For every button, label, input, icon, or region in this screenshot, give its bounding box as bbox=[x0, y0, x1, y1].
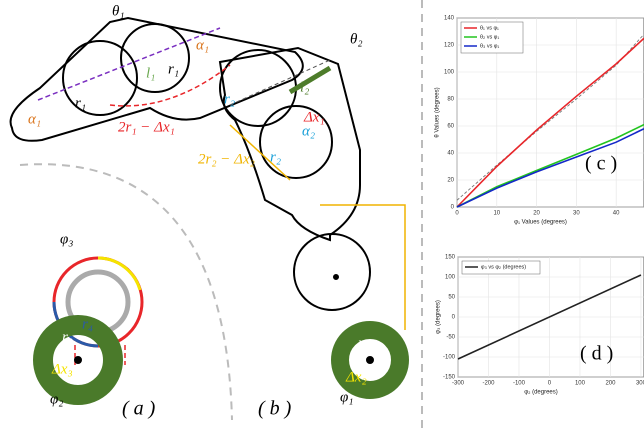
x-tick-label: 0 bbox=[455, 211, 459, 217]
x-tick-label: 40 bbox=[613, 211, 620, 217]
y-tick-label: 40 bbox=[447, 151, 454, 157]
figure: θ₁ α₁ α₁ r₁ r₁ l₁ 2r₁ − Δx₁ Δx₁ θ₂ r₂ r₂… bbox=[0, 0, 644, 428]
panel-label: ( a ) bbox=[122, 398, 156, 420]
panel-label: ( b ) bbox=[258, 398, 292, 420]
charts: 0 20 40 60 80 100 120 140 0 10 20 30 40 φ₁ Values (de… bbox=[435, 16, 644, 396]
label: α₁ bbox=[28, 111, 41, 127]
label: 2r₁ − Δx₁ bbox=[118, 119, 175, 135]
x-tick-label: 200 bbox=[605, 381, 616, 387]
y-tick-label: 100 bbox=[445, 275, 456, 281]
label: α₁ bbox=[196, 37, 209, 53]
x-axis-label: φ₁ Values (degrees) bbox=[514, 220, 567, 226]
x-tick-label: 30 bbox=[573, 211, 580, 217]
y-tick-label: 20 bbox=[447, 178, 454, 184]
y-tick-label: -100 bbox=[443, 355, 456, 361]
joint bbox=[294, 234, 370, 310]
x-tick-label: -300 bbox=[452, 381, 465, 387]
y-tick-label: 0 bbox=[452, 315, 456, 321]
label: r₁ bbox=[75, 95, 86, 111]
label: r₃ bbox=[358, 335, 369, 351]
y-tick-label: 60 bbox=[447, 124, 454, 130]
x-tick-label: 100 bbox=[575, 381, 586, 387]
y-tick-label: 120 bbox=[444, 43, 455, 49]
x-tick-label: 10 bbox=[493, 211, 500, 217]
label: l₂ bbox=[300, 79, 309, 95]
pivot bbox=[334, 275, 338, 279]
label: r₃ bbox=[62, 329, 73, 345]
x-tick-label: 0 bbox=[548, 381, 552, 387]
legend-label: φ₃ vs φ₂ (degrees) bbox=[481, 264, 526, 270]
y-tick-label: 140 bbox=[444, 16, 455, 22]
y-tick-label: 150 bbox=[445, 255, 456, 261]
label: r₁ bbox=[168, 61, 179, 77]
panel-label: ( d ) bbox=[580, 343, 613, 365]
motor-axis bbox=[367, 357, 373, 363]
legend-label: θ₁ vs φ₁ bbox=[480, 25, 499, 31]
x-tick-label: 300 bbox=[636, 381, 644, 387]
label: Δx₂ bbox=[345, 369, 367, 385]
y-tick-label: 80 bbox=[447, 97, 454, 103]
x-tick-label: -200 bbox=[482, 381, 495, 387]
y-axis-label: φ₃ (degrees) bbox=[436, 300, 442, 334]
y-tick-label: 50 bbox=[448, 295, 455, 301]
label: φ₁ bbox=[340, 389, 354, 405]
joint bbox=[220, 50, 296, 126]
axis-line bbox=[230, 60, 330, 105]
label: l₁ bbox=[146, 65, 155, 81]
x-tick-label: 20 bbox=[533, 211, 540, 217]
y-tick-label: -50 bbox=[446, 335, 455, 341]
label: r₄ bbox=[82, 316, 93, 332]
label: α₂ bbox=[302, 123, 315, 139]
label: φ₂ bbox=[50, 391, 64, 407]
label: r₂ bbox=[270, 149, 281, 165]
label: θ₂ bbox=[350, 31, 363, 47]
x-tick-label: -100 bbox=[513, 381, 526, 387]
label: Δx₃ bbox=[51, 361, 73, 377]
legend-label: θ₃ vs φ₁ bbox=[480, 43, 499, 49]
y-tick-label: 100 bbox=[444, 70, 455, 76]
finger-2 bbox=[220, 48, 360, 240]
label: 2r₂ − Δx₂ bbox=[198, 151, 255, 167]
x-axis-label: φ₂ (degrees) bbox=[524, 390, 558, 396]
motor-axis bbox=[75, 357, 81, 363]
y-tick-label: 0 bbox=[451, 205, 455, 211]
legend-label: θ₂ vs φ₁ bbox=[480, 34, 499, 40]
panel-label: ( c ) bbox=[585, 153, 617, 175]
tendon bbox=[320, 205, 405, 330]
label: r₂ bbox=[224, 91, 235, 107]
label: θ₁ bbox=[112, 3, 125, 19]
y-axis-label: θ Values (degrees) bbox=[435, 87, 441, 137]
label: φ₃ bbox=[60, 231, 74, 247]
